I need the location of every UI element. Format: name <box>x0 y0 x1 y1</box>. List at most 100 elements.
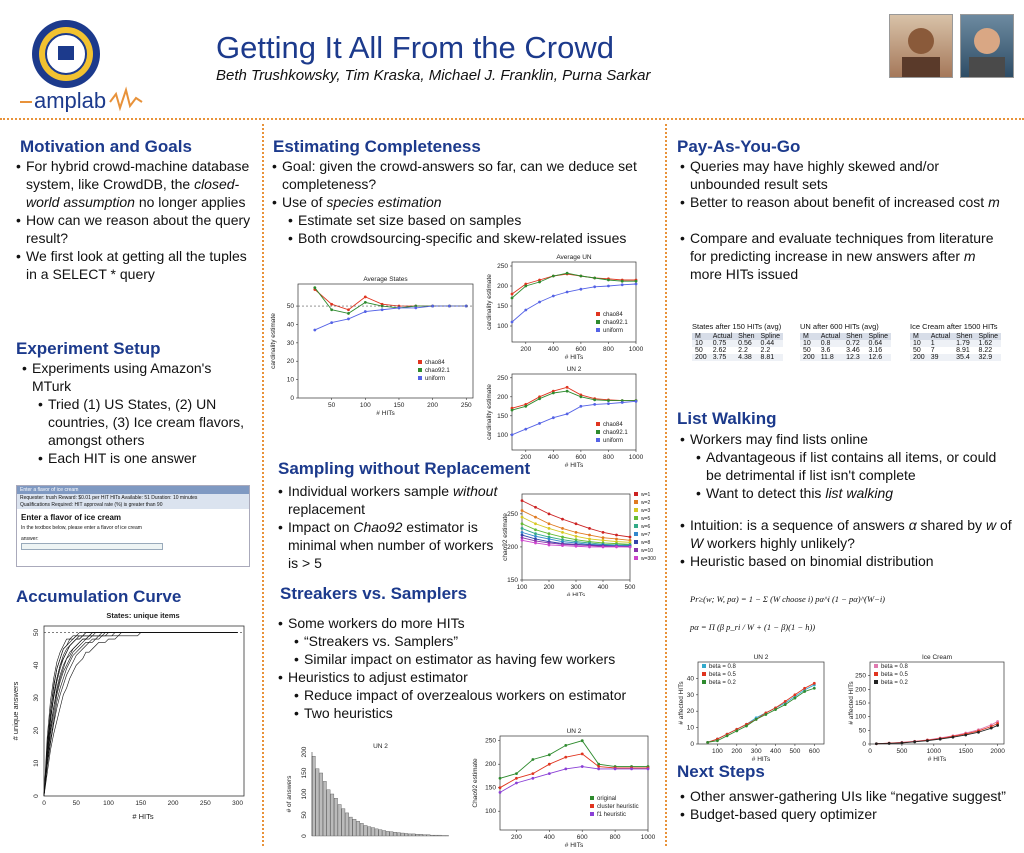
streakers-heading: Streakers vs. Samplers <box>280 584 468 603</box>
legend-label: chao84 <box>603 422 623 428</box>
data-point <box>547 512 551 516</box>
data-point <box>561 530 564 534</box>
hit-answer-input[interactable] <box>21 543 163 550</box>
data-point <box>803 686 807 690</box>
y-tick-label: 50 <box>287 303 295 310</box>
data-point <box>524 427 528 431</box>
table-header-cell: Actual <box>712 333 733 340</box>
answers-histogram: UN 2 0 50 100 150 200 # of answers <box>286 743 449 838</box>
table-cell: 10 <box>913 340 921 347</box>
legend-swatch <box>590 804 594 808</box>
table-cell: 2.2 <box>738 347 748 354</box>
data-point <box>601 538 605 542</box>
y-tick-label: 150 <box>497 303 508 310</box>
legend-swatch <box>634 540 638 544</box>
data-point <box>725 734 729 738</box>
data-point <box>634 399 638 403</box>
data-point <box>574 538 578 542</box>
listwalk-body: Workers may find lists online Advantageo… <box>680 430 1015 570</box>
x-axis-label: # HITs <box>565 842 584 847</box>
table-cell: 8.91 <box>956 347 970 354</box>
legend-label: beta = 0.2 <box>709 680 737 686</box>
legend-label: chao92.1 <box>603 430 628 436</box>
list-item: Intuition: is a sequence of answers α sh… <box>680 516 1015 552</box>
data-point <box>538 280 541 284</box>
data-point <box>588 533 591 537</box>
data-point <box>380 308 384 312</box>
data-point <box>593 403 597 406</box>
data-point <box>561 517 564 521</box>
data-point <box>580 765 584 768</box>
data-point <box>588 537 591 541</box>
x-tick-label: 500 <box>789 748 800 755</box>
data-point <box>579 395 583 399</box>
table-header-cell: Actual <box>820 333 841 340</box>
legend-label: beta = 0.8 <box>881 664 909 670</box>
legend-label: chao92.1 <box>425 368 450 374</box>
y-tick-label: 0 <box>690 741 694 748</box>
data-point <box>887 742 891 745</box>
sampling-heading: Sampling without Replacement <box>278 459 531 478</box>
y-tick-label: 250 <box>497 263 508 270</box>
x-tick-label: 200 <box>520 346 531 353</box>
data-point <box>593 276 597 280</box>
data-point <box>448 304 451 308</box>
legend-swatch <box>596 438 600 442</box>
data-point <box>347 317 350 321</box>
table-header-cell: Shen <box>738 333 755 340</box>
data-point <box>538 422 541 425</box>
plot-frame <box>511 261 637 343</box>
data-point <box>565 290 569 294</box>
data-point <box>588 545 591 549</box>
data-point <box>579 274 583 278</box>
data-point <box>783 703 787 707</box>
data-point <box>547 753 551 757</box>
next-body: Other answer-gathering UIs like “negativ… <box>680 787 1010 823</box>
plot-frame <box>297 283 474 399</box>
data-point <box>793 696 797 700</box>
legend-label: beta = 0.2 <box>881 680 909 686</box>
x-tick-label: 100 <box>103 800 114 807</box>
y-axis-label: Chao92 estimate <box>472 758 479 808</box>
legend-swatch <box>702 664 706 668</box>
data-point <box>565 385 569 389</box>
histogram-bar <box>359 823 364 837</box>
data-point <box>615 533 618 537</box>
series-line-beta-0-8 <box>707 684 815 743</box>
legend-swatch <box>634 524 638 528</box>
data-point <box>363 300 367 304</box>
list-item: Similar impact on estimator as having fe… <box>294 650 658 668</box>
x-tick-label: 100 <box>712 748 723 755</box>
y-tick-label: 150 <box>855 700 866 707</box>
x-tick-label: 1000 <box>927 748 942 755</box>
y-tick-label: 10 <box>287 377 295 384</box>
list-item: Heuristics to adjust estimator <box>278 668 658 686</box>
x-tick-label: 1000 <box>629 454 644 461</box>
listwalk-heading: List Walking <box>677 409 777 428</box>
data-point <box>515 772 518 775</box>
table-row: 200 39 35.4 32.9 <box>910 354 1001 361</box>
un2-affected-chart: UN 2 100 200 300 400 500 600 0 10 20 30 40 # HITs # a… <box>678 654 825 763</box>
data-point <box>579 404 583 408</box>
table-cell: 2.2 <box>760 347 771 354</box>
legend-label: w=300 <box>641 556 656 562</box>
completeness-heading: Estimating Completeness <box>273 137 481 156</box>
histogram-bar <box>389 831 394 837</box>
histogram-bar <box>363 825 368 837</box>
heuristics-chart: UN 2 200 400 600 800 1000 100 150 200 250 # HITs Ch… <box>472 728 655 847</box>
table-cell: 1 <box>930 340 935 347</box>
data-point <box>531 758 535 761</box>
data-point <box>580 752 584 756</box>
list-item: Each HIT is one answer <box>38 449 254 467</box>
histogram-bar <box>367 826 372 837</box>
table-cell: 12.6 <box>868 354 883 361</box>
data-point <box>989 726 993 730</box>
list-item: Individual workers sample without replac… <box>278 482 498 518</box>
table-cell: 12.3 <box>846 354 860 361</box>
x-tick-label: 200 <box>511 834 522 841</box>
x-axis-label: # HITs <box>565 354 584 361</box>
data-point <box>534 537 537 541</box>
y-tick-label: 150 <box>301 767 308 778</box>
legend-swatch <box>590 812 594 816</box>
x-tick-label: 400 <box>548 346 559 353</box>
